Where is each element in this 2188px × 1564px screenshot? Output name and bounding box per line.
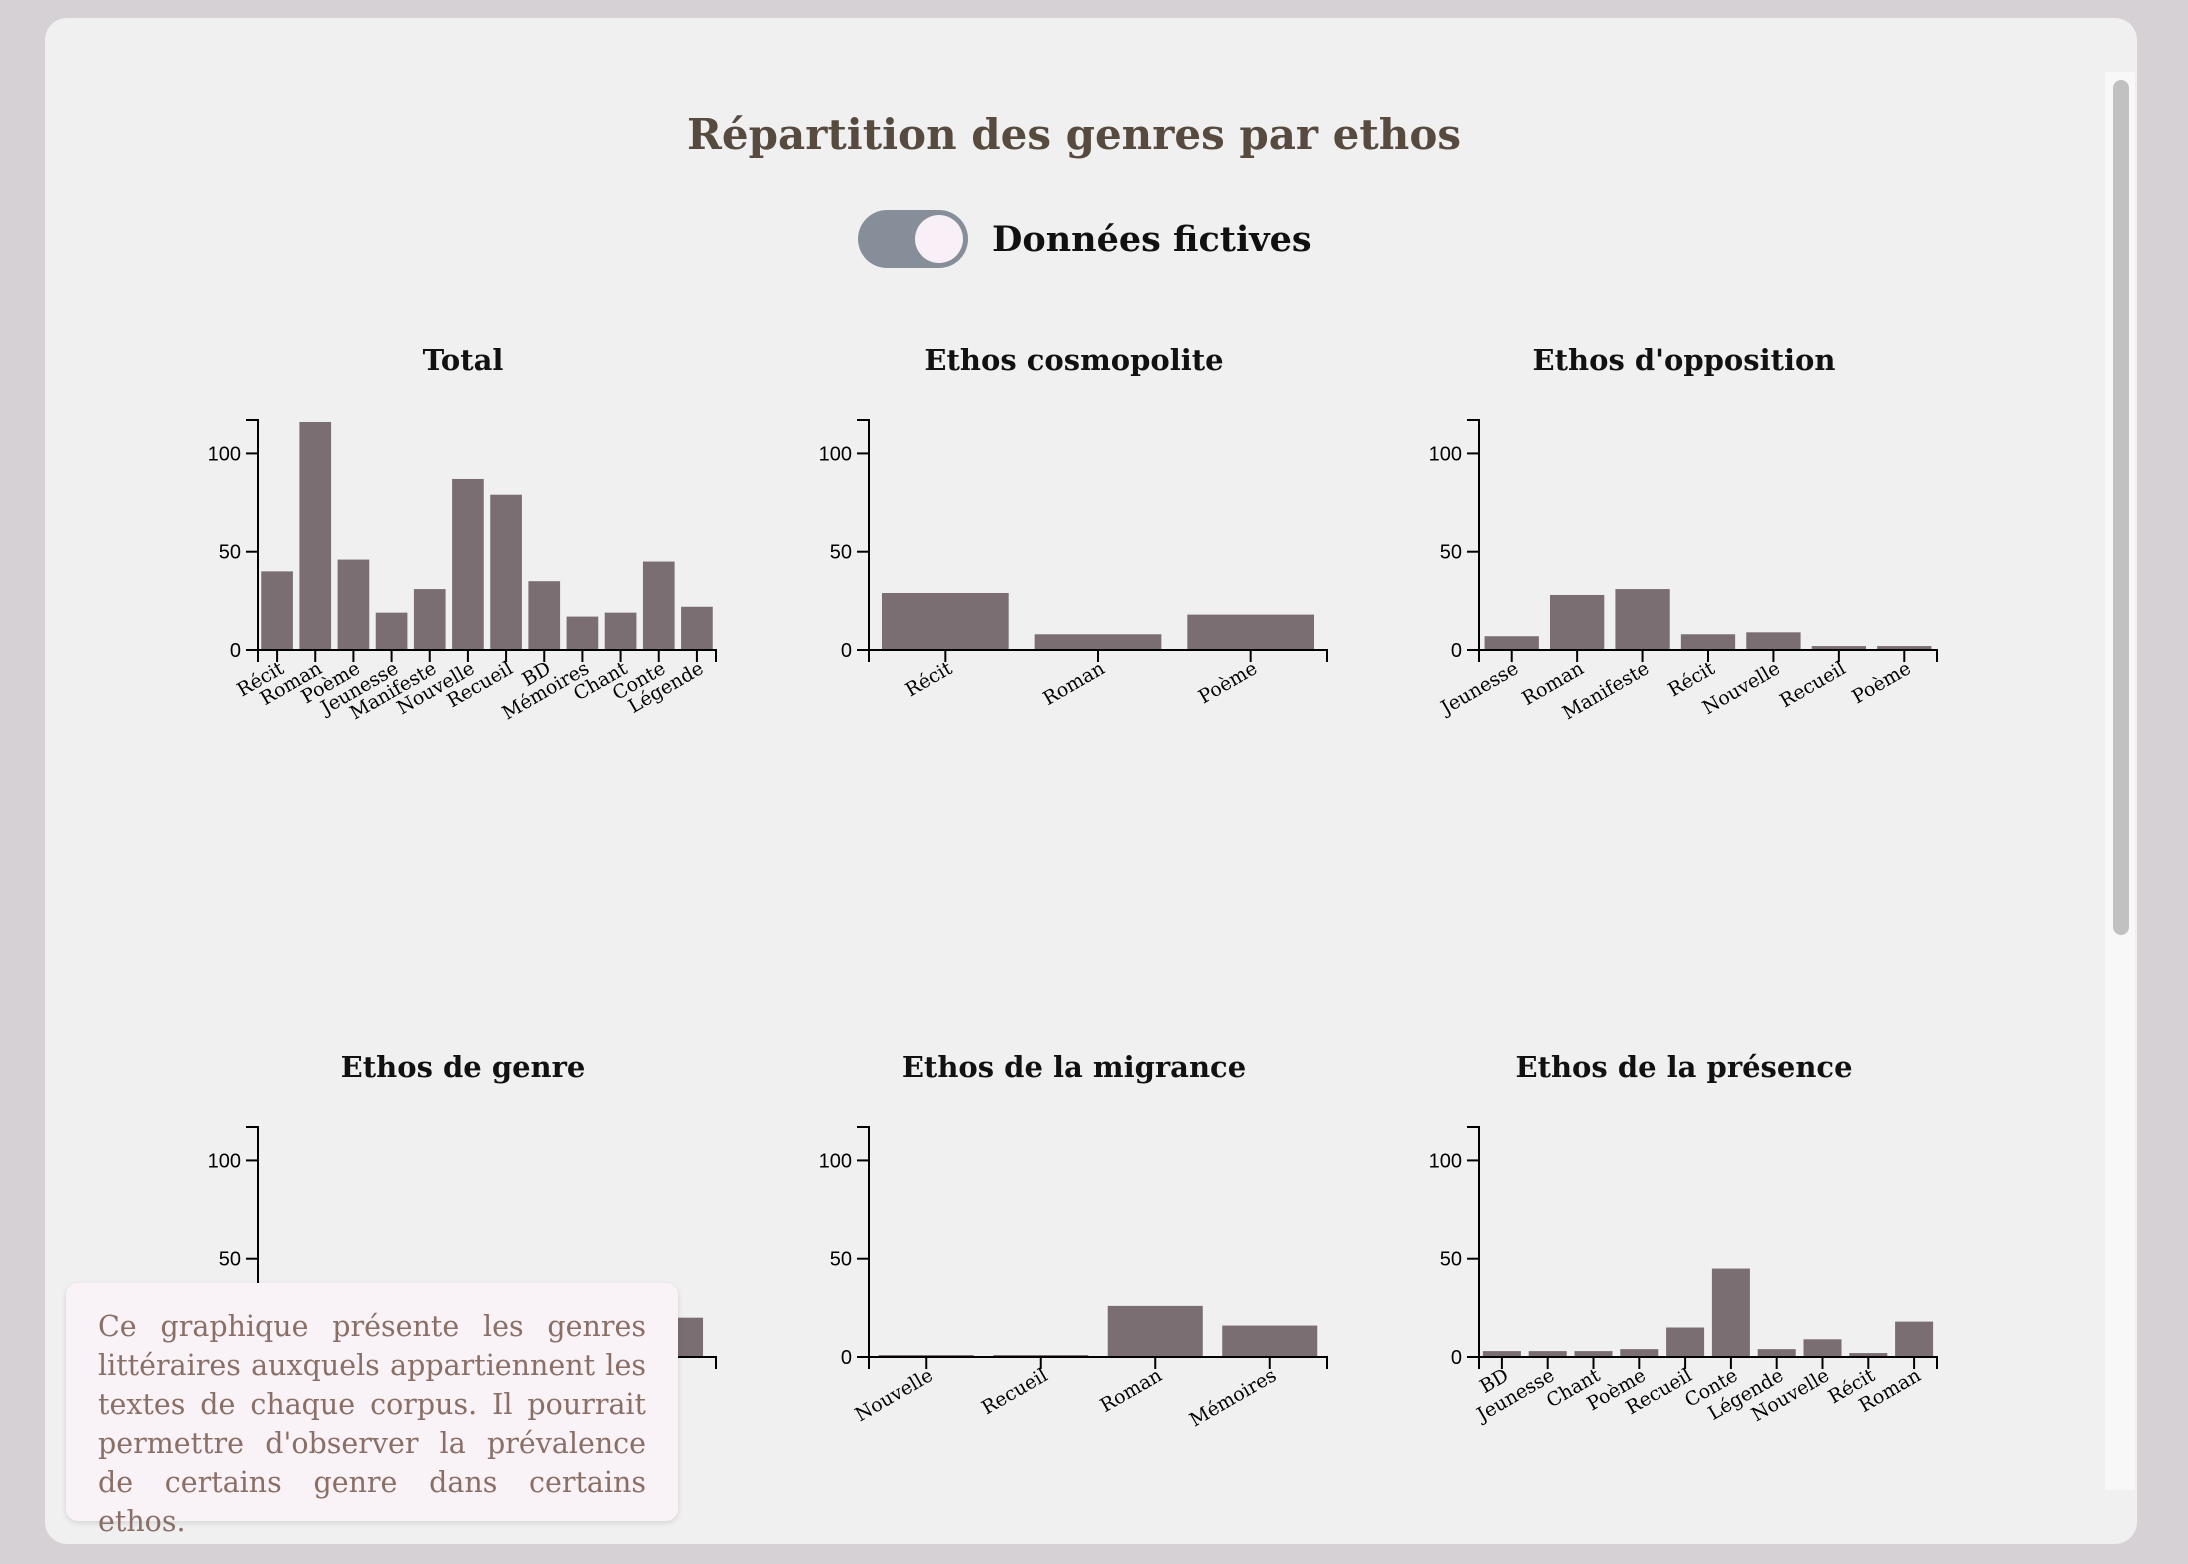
bar-0 — [261, 571, 293, 650]
y-axis — [857, 1126, 870, 1358]
x-tick-label: Poème — [1195, 657, 1261, 708]
toggle-row: Données fictives — [858, 210, 1312, 268]
y-tick-label: 50 — [219, 1249, 241, 1271]
y-axis — [1467, 419, 1480, 651]
x-tick-label: Jeunesse — [1436, 657, 1523, 720]
bar-9 — [604, 612, 637, 650]
page-title: Répartition des genres par ethos — [687, 110, 1461, 159]
x-tick-label: Roman — [1096, 1364, 1165, 1417]
toggle-label: Données fictives — [992, 218, 1312, 260]
fictive-data-toggle[interactable] — [858, 210, 968, 268]
y-axis — [246, 419, 259, 651]
x-tick-label: Recueil — [978, 1364, 1051, 1419]
bar-3 — [1222, 1325, 1318, 1357]
bar-2 — [1615, 589, 1670, 650]
bar-6 — [1757, 1349, 1796, 1357]
y-axis — [857, 419, 870, 651]
bar-1 — [1528, 1351, 1567, 1357]
x-tick-label: Poème — [1848, 657, 1914, 708]
bar-1 — [1549, 594, 1605, 650]
chart-0: Total050100RécitRomanPoèmeJeunesseManife… — [208, 343, 717, 724]
bar-2 — [1574, 1351, 1613, 1357]
bar-2 — [1107, 1305, 1203, 1357]
chart-2: Ethos d'opposition050100JeunesseRomanMan… — [1429, 343, 1938, 724]
chart-title: Ethos cosmopolite — [924, 343, 1223, 377]
y-tick-label: 0 — [841, 640, 852, 662]
bar-6 — [490, 494, 522, 650]
chart-5: Ethos de la présence050100BDJeunesseChan… — [1429, 1050, 1938, 1427]
y-tick-label: 100 — [208, 443, 241, 465]
chart-4: Ethos de la migrance 0 50 100 Nouvelle Recuei… — [819, 1050, 1328, 1431]
bar-0 — [1484, 636, 1539, 650]
scrollbar[interactable] — [2105, 72, 2135, 1490]
chart-1: Ethos cosmopolite 0 50 100 Récit Roman Poème — [819, 343, 1328, 710]
x-tick-label: Mémoires — [1186, 1364, 1280, 1431]
bar-8 — [1849, 1353, 1888, 1357]
bar-10 — [642, 561, 675, 650]
bar-3 — [1620, 1349, 1659, 1357]
bar-5 — [452, 478, 484, 650]
y-tick-label: 100 — [819, 443, 852, 465]
bar-2 — [337, 559, 370, 650]
y-tick-label: 50 — [830, 542, 852, 564]
y-tick-label: 0 — [1451, 640, 1462, 662]
bar-8 — [566, 616, 599, 650]
x-axis — [1478, 1356, 1938, 1369]
bar-1 — [299, 421, 332, 650]
y-tick-label: 50 — [219, 542, 241, 564]
bar-11 — [681, 606, 713, 650]
bar-0 — [881, 592, 1009, 650]
chart-title: Total — [423, 343, 504, 377]
bar-0 — [1482, 1351, 1521, 1357]
bar-6 — [1877, 646, 1932, 650]
bar-4 — [413, 589, 446, 650]
bar-9 — [1895, 1321, 1934, 1357]
bar-7 — [528, 581, 561, 650]
y-tick-label: 50 — [830, 1249, 852, 1271]
x-tick-label: Recueil — [1776, 657, 1849, 712]
bar-3 — [1680, 634, 1736, 650]
bar-2 — [1187, 614, 1315, 650]
y-tick-label: 100 — [1429, 1150, 1462, 1172]
bar-7 — [1803, 1339, 1842, 1357]
y-tick-label: 50 — [1440, 542, 1462, 564]
bar-1 — [1034, 634, 1162, 650]
bar-4 — [1666, 1327, 1705, 1357]
chart-title: Ethos d'opposition — [1533, 343, 1836, 377]
y-tick-label: 0 — [841, 1347, 852, 1369]
x-axis — [868, 1356, 1328, 1369]
y-tick-label: 0 — [1451, 1347, 1462, 1369]
x-tick-label: Roman — [1039, 657, 1108, 710]
bar-5 — [1711, 1268, 1750, 1357]
y-tick-label: 100 — [1429, 443, 1462, 465]
x-tick-label: Nouvelle — [852, 1364, 937, 1426]
bar-4 — [1746, 632, 1801, 650]
y-tick-label: 100 — [208, 1150, 241, 1172]
y-tick-label: 100 — [819, 1150, 852, 1172]
x-axis — [257, 649, 717, 662]
chart-title: Ethos de genre — [341, 1050, 586, 1084]
y-tick-label: 0 — [230, 640, 241, 662]
scrollbar-thumb[interactable] — [2113, 80, 2129, 935]
chart-title: Ethos de la présence — [1515, 1050, 1852, 1084]
bar-5 — [1811, 646, 1867, 650]
x-tick-label: Récit — [902, 657, 957, 701]
chart-title: Ethos de la migrance — [902, 1050, 1246, 1084]
bar-3 — [375, 612, 408, 650]
y-axis — [1467, 1126, 1480, 1358]
y-tick-label: 50 — [1440, 1249, 1462, 1271]
description-tooltip: Ce graphique présente les genres littéra… — [66, 1283, 678, 1538]
toggle-knob[interactable] — [915, 215, 963, 263]
